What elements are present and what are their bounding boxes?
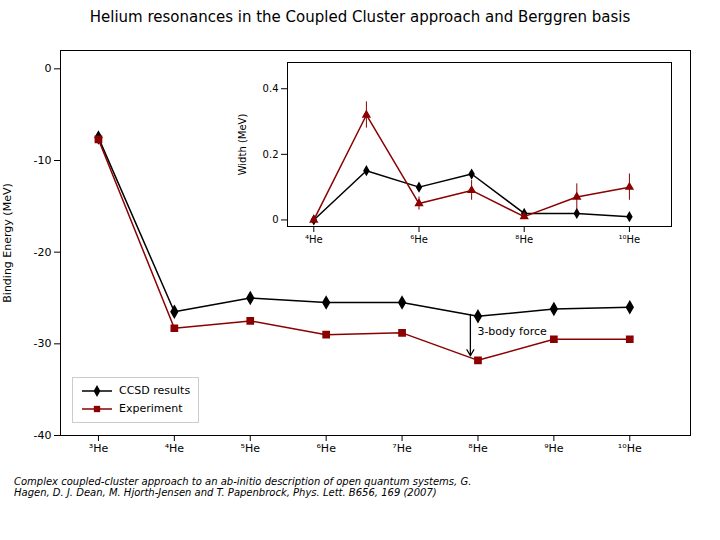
svg-text:⁵He: ⁵He	[241, 442, 261, 455]
html-text:Helium resonances in the Coupl: Helium resonances in the Coupled Cluster…	[89, 8, 631, 26]
svg-text:³He: ³He	[89, 442, 109, 455]
svg-text:Width (MeV): Width (MeV)	[237, 114, 248, 176]
svg-text:0.2: 0.2	[263, 149, 279, 160]
svg-text:Binding Energy (MeV): Binding Energy (MeV)	[1, 183, 14, 302]
svg-text:⁷He: ⁷He	[392, 442, 412, 455]
svg-text:⁴He: ⁴He	[305, 234, 323, 245]
svg-text:⁶He: ⁶He	[316, 442, 336, 455]
svg-text:⁸He: ⁸He	[515, 234, 533, 245]
svg-text:⁹He: ⁹He	[544, 442, 564, 455]
svg-text:¹⁰He: ¹⁰He	[618, 442, 642, 455]
svg-text:0.4: 0.4	[263, 83, 279, 94]
svg-text:⁴He: ⁴He	[165, 442, 185, 455]
svg-text:3-body force: 3-body force	[477, 325, 547, 338]
html-text:Experiment: Experiment	[119, 402, 183, 415]
svg-text:-20: -20	[34, 246, 52, 259]
svg-text:⁸He: ⁸He	[468, 442, 488, 455]
svg-text:¹⁰He: ¹⁰He	[619, 234, 641, 245]
svg-text:0: 0	[45, 62, 52, 75]
svg-text:0: 0	[272, 214, 278, 225]
html-text:CCSD results: CCSD results	[119, 384, 191, 397]
svg-text:-10: -10	[34, 154, 52, 167]
svg-text:⁶He: ⁶He	[410, 234, 428, 245]
html-text:Complex coupled-cluster approa: Complex coupled-cluster approach to an a…	[14, 476, 472, 498]
svg-text:-30: -30	[34, 337, 52, 350]
svg-text:-40: -40	[34, 429, 52, 442]
